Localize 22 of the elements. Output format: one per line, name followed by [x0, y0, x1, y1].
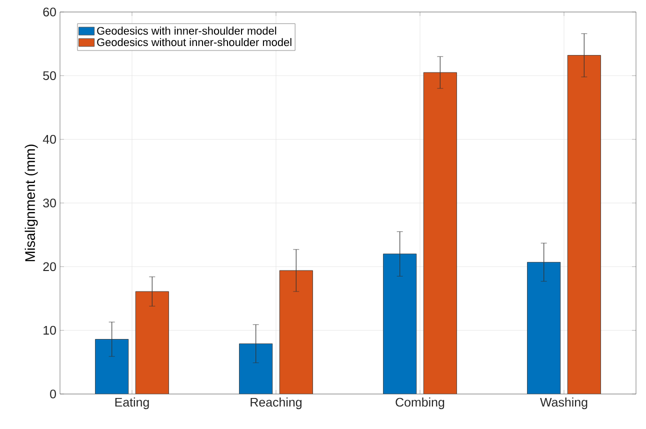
bar [383, 254, 417, 394]
x-tick-label: Combing [396, 398, 444, 410]
bar [423, 72, 457, 394]
legend-label: Geodesics without inner-shoulder model [97, 38, 292, 46]
y-tick-label: 60 [43, 8, 56, 16]
bar [135, 291, 169, 394]
y-tick-label: 0 [50, 390, 56, 398]
x-tick-label: Washing [540, 398, 588, 410]
bar [239, 343, 273, 394]
bar [279, 270, 313, 394]
y-tick-label: 40 [42, 134, 56, 144]
x-tick-label: Eating [115, 398, 149, 410]
legend-label: Geodesics with inner-shoulder model [97, 26, 276, 35]
bar [95, 338, 129, 394]
y-tick-label: 50 [43, 71, 56, 80]
y-tick-label: 30 [43, 198, 56, 208]
y-axis-title: Misalignment (mm) [24, 144, 38, 262]
bar [527, 262, 561, 394]
bar [567, 55, 601, 394]
y-tick-label: 20 [43, 262, 56, 272]
x-tick-label: Reaching [250, 398, 302, 410]
y-tick-label: 10 [44, 326, 56, 335]
